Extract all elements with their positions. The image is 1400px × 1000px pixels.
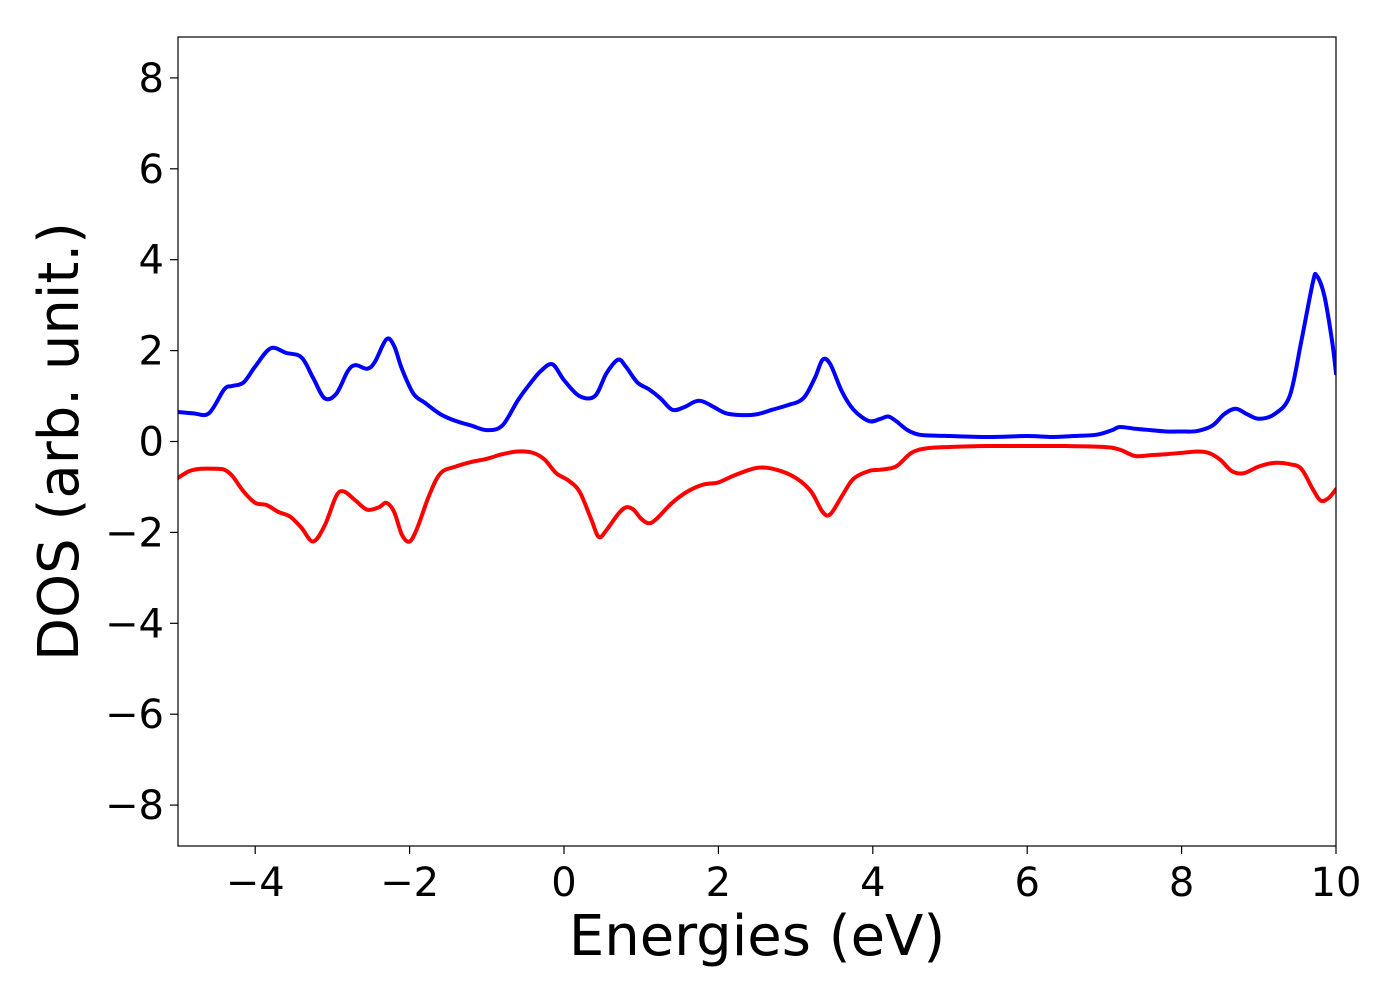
y-tick-label: −8 [105,783,164,829]
y-tick-label: 0 [139,420,164,466]
x-tick-label: 6 [1014,860,1039,906]
x-tick-label: −4 [226,860,285,906]
y-axis-ticks: 8 6 4 2 0 −2 −4 −6 −8 [105,56,178,829]
y-tick-label: −4 [105,601,164,647]
y-tick-label: 4 [139,238,164,284]
y-tick-label: −2 [105,510,164,556]
series-line-spin-down [178,443,1336,544]
x-tick-label: 0 [551,860,576,906]
y-tick-label: 2 [139,329,164,375]
plot-frame [177,36,1337,847]
x-tick-label: 8 [1169,860,1194,906]
x-tick-label: 2 [706,860,731,906]
y-tick-label: −6 [105,692,164,738]
x-tick-label: 10 [1311,860,1362,906]
y-tick-label: 8 [139,56,164,102]
series-line-spin-up [178,271,1336,439]
x-axis-title: Energies (eV) [569,904,945,969]
series-layer [178,271,1336,544]
x-tick-label: 4 [860,860,885,906]
y-axis-title: DOS (arb. unit.) [27,222,92,661]
x-axis-ticks: −4 −2 0 2 4 6 8 10 [226,846,1362,906]
x-tick-label: −2 [380,860,439,906]
y-tick-label: 6 [139,147,164,193]
